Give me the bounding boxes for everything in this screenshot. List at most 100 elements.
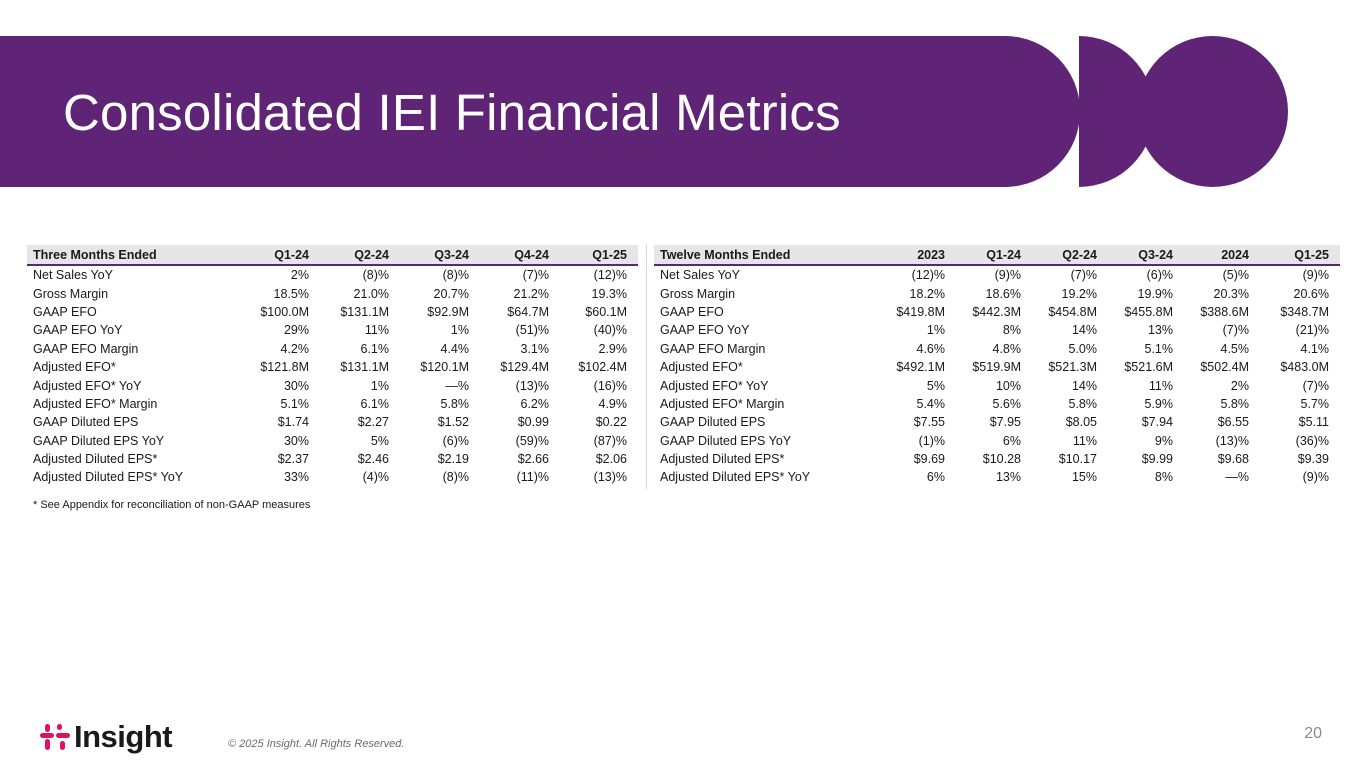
table-divider <box>646 245 647 489</box>
metric-value: 18.2% <box>909 286 945 301</box>
metric-value: 1% <box>370 378 389 393</box>
metric-value: 30% <box>283 433 309 448</box>
metric-value: $129.4M <box>500 360 549 375</box>
metric-value: (21)% <box>1295 323 1329 338</box>
table-header-period: Q4-24 <box>480 245 560 266</box>
metric-value: 11% <box>1148 378 1173 393</box>
logo-wordmark: Insight <box>74 719 173 754</box>
metric-value: $5.11 <box>1298 415 1329 430</box>
metric-value: $1.52 <box>437 415 469 430</box>
metric-label: Adjusted EFO* Margin <box>660 396 785 411</box>
metric-value: $2.27 <box>357 415 389 430</box>
metric-value: $2.66 <box>517 452 549 467</box>
metric-value: —% <box>445 378 469 393</box>
table-row: Adjusted EFO* Margin 5.4% 5.6% 5.8% 5.9% 5.8%… <box>654 395 1340 413</box>
metric-value: 9% <box>1154 433 1173 448</box>
metric-value: 5.1% <box>1144 341 1174 356</box>
metric-value: $9.68 <box>1217 452 1249 467</box>
metric-value: 4.9% <box>598 396 628 411</box>
table-row: Adjusted Diluted EPS* $9.69 $10.28 $10.17 $9… <box>654 450 1340 468</box>
metric-value: $2.37 <box>277 452 309 467</box>
metric-value: 14% <box>1071 323 1097 338</box>
metric-value: 5.4% <box>916 396 946 411</box>
table-row: Adjusted EFO* Margin 5.1% 6.1% 5.8% 6.2% 4.9% <box>27 395 638 413</box>
metric-value: 5% <box>370 433 389 448</box>
metric-value: (7)% <box>522 268 549 283</box>
metric-label: Gross Margin <box>660 286 736 301</box>
table-row: Net Sales YoY 2% (8)% (8)% (7)% (12)% <box>27 265 638 284</box>
metric-value: $9.99 <box>1141 452 1173 467</box>
metric-value: (9)% <box>994 268 1021 283</box>
metric-value: 13% <box>995 470 1021 485</box>
metric-value: (16)% <box>593 378 627 393</box>
page-title: Consolidated IEI Financial Metrics <box>63 84 841 141</box>
table-row: GAAP EFO Margin 4.2% 6.1% 4.4% 3.1% 2.9% <box>27 340 638 358</box>
metric-value: 2.9% <box>598 341 628 356</box>
metric-value: $521.6M <box>1124 360 1173 375</box>
footnote: * See Appendix for reconciliation of non… <box>33 499 311 511</box>
metric-value: 18.6% <box>985 286 1021 301</box>
metric-label: Net Sales YoY <box>660 268 740 283</box>
metric-label: Adjusted EFO* YoY <box>33 378 142 393</box>
table-row: Adjusted EFO* $121.8M $131.1M $120.1M $129.4… <box>27 358 638 376</box>
metric-value: 6.1% <box>360 341 390 356</box>
metric-label: GAAP EFO <box>33 304 97 319</box>
metric-value: 5% <box>926 378 945 393</box>
table-header-period: Q1-25 <box>1260 245 1340 266</box>
metric-value: $0.99 <box>517 415 549 430</box>
metric-value: $483.0M <box>1280 360 1329 375</box>
metric-label: Adjusted EFO* <box>33 360 116 375</box>
metric-value: $121.8M <box>260 360 309 375</box>
metric-value: 20.3% <box>1213 286 1249 301</box>
table-row: GAAP Diluted EPS $7.55 $7.95 $8.05 $7.94 $6.5… <box>654 413 1340 431</box>
metric-label: GAAP Diluted EPS YoY <box>33 433 165 448</box>
metric-value: $442.3M <box>972 304 1021 319</box>
metric-value: 11% <box>364 323 389 338</box>
metric-value: (5)% <box>1222 268 1249 283</box>
metric-value: $7.95 <box>989 415 1021 430</box>
table-row: Net Sales YoY (12)% (9)% (7)% (6)% (5)% (9)% <box>654 265 1340 284</box>
metric-label: GAAP Diluted EPS <box>33 415 139 430</box>
table-row: GAAP EFO YoY 1% 8% 14% 13% (7)% (21)% <box>654 321 1340 339</box>
metric-value: $100.0M <box>260 304 309 319</box>
metric-value: 6.1% <box>360 396 390 411</box>
metric-label: Adjusted Diluted EPS* YoY <box>660 470 811 485</box>
table-row: Adjusted EFO* $492.1M $519.9M $521.3M $521.6… <box>654 358 1340 376</box>
metric-value: 5.8% <box>1068 396 1098 411</box>
metric-value: $2.06 <box>595 452 627 467</box>
table-header-period: 2023 <box>880 245 956 266</box>
metric-value: 6.2% <box>520 396 550 411</box>
table-header-period: Q1-24 <box>956 245 1032 266</box>
metric-value: 11% <box>1072 433 1097 448</box>
table-row: Gross Margin 18.2% 18.6% 19.2% 19.9% 20.3% 20.… <box>654 284 1340 302</box>
metric-value: $492.1M <box>896 360 945 375</box>
metric-value: $348.7M <box>1280 304 1329 319</box>
table-row: GAAP EFO $419.8M $442.3M $454.8M $455.8M $388… <box>654 303 1340 321</box>
metric-value: 19.2% <box>1061 286 1097 301</box>
metric-value: 6% <box>926 470 945 485</box>
metric-value: $419.8M <box>896 304 945 319</box>
metric-value: $131.1M <box>340 360 389 375</box>
metric-value: 13% <box>1147 323 1173 338</box>
metric-value: 8% <box>1154 470 1173 485</box>
metric-value: $7.55 <box>913 415 945 430</box>
metric-value: (8)% <box>442 268 469 283</box>
metric-value: 5.1% <box>280 396 310 411</box>
metric-value: $102.4M <box>578 360 627 375</box>
copyright-text: © 2025 Insight. All Rights Reserved. <box>228 738 405 750</box>
metric-value: $8.05 <box>1065 415 1097 430</box>
insight-logo: Insight . <box>40 719 176 754</box>
metric-label: Adjusted Diluted EPS* <box>33 452 158 467</box>
metric-label: GAAP EFO Margin <box>660 341 766 356</box>
table-header-period: Q2-24 <box>320 245 400 266</box>
page-number: 20 <box>1304 725 1322 742</box>
metric-value: $10.28 <box>982 452 1021 467</box>
metric-label: Net Sales YoY <box>33 268 113 283</box>
metric-value: 5.0% <box>1068 341 1098 356</box>
banner-circle-decoration <box>1137 36 1288 187</box>
metric-value: 2% <box>290 268 309 283</box>
metric-value: 4.6% <box>916 341 946 356</box>
metric-value: $521.3M <box>1048 360 1097 375</box>
metric-value: $120.1M <box>420 360 469 375</box>
metric-value: $64.7M <box>507 304 549 319</box>
